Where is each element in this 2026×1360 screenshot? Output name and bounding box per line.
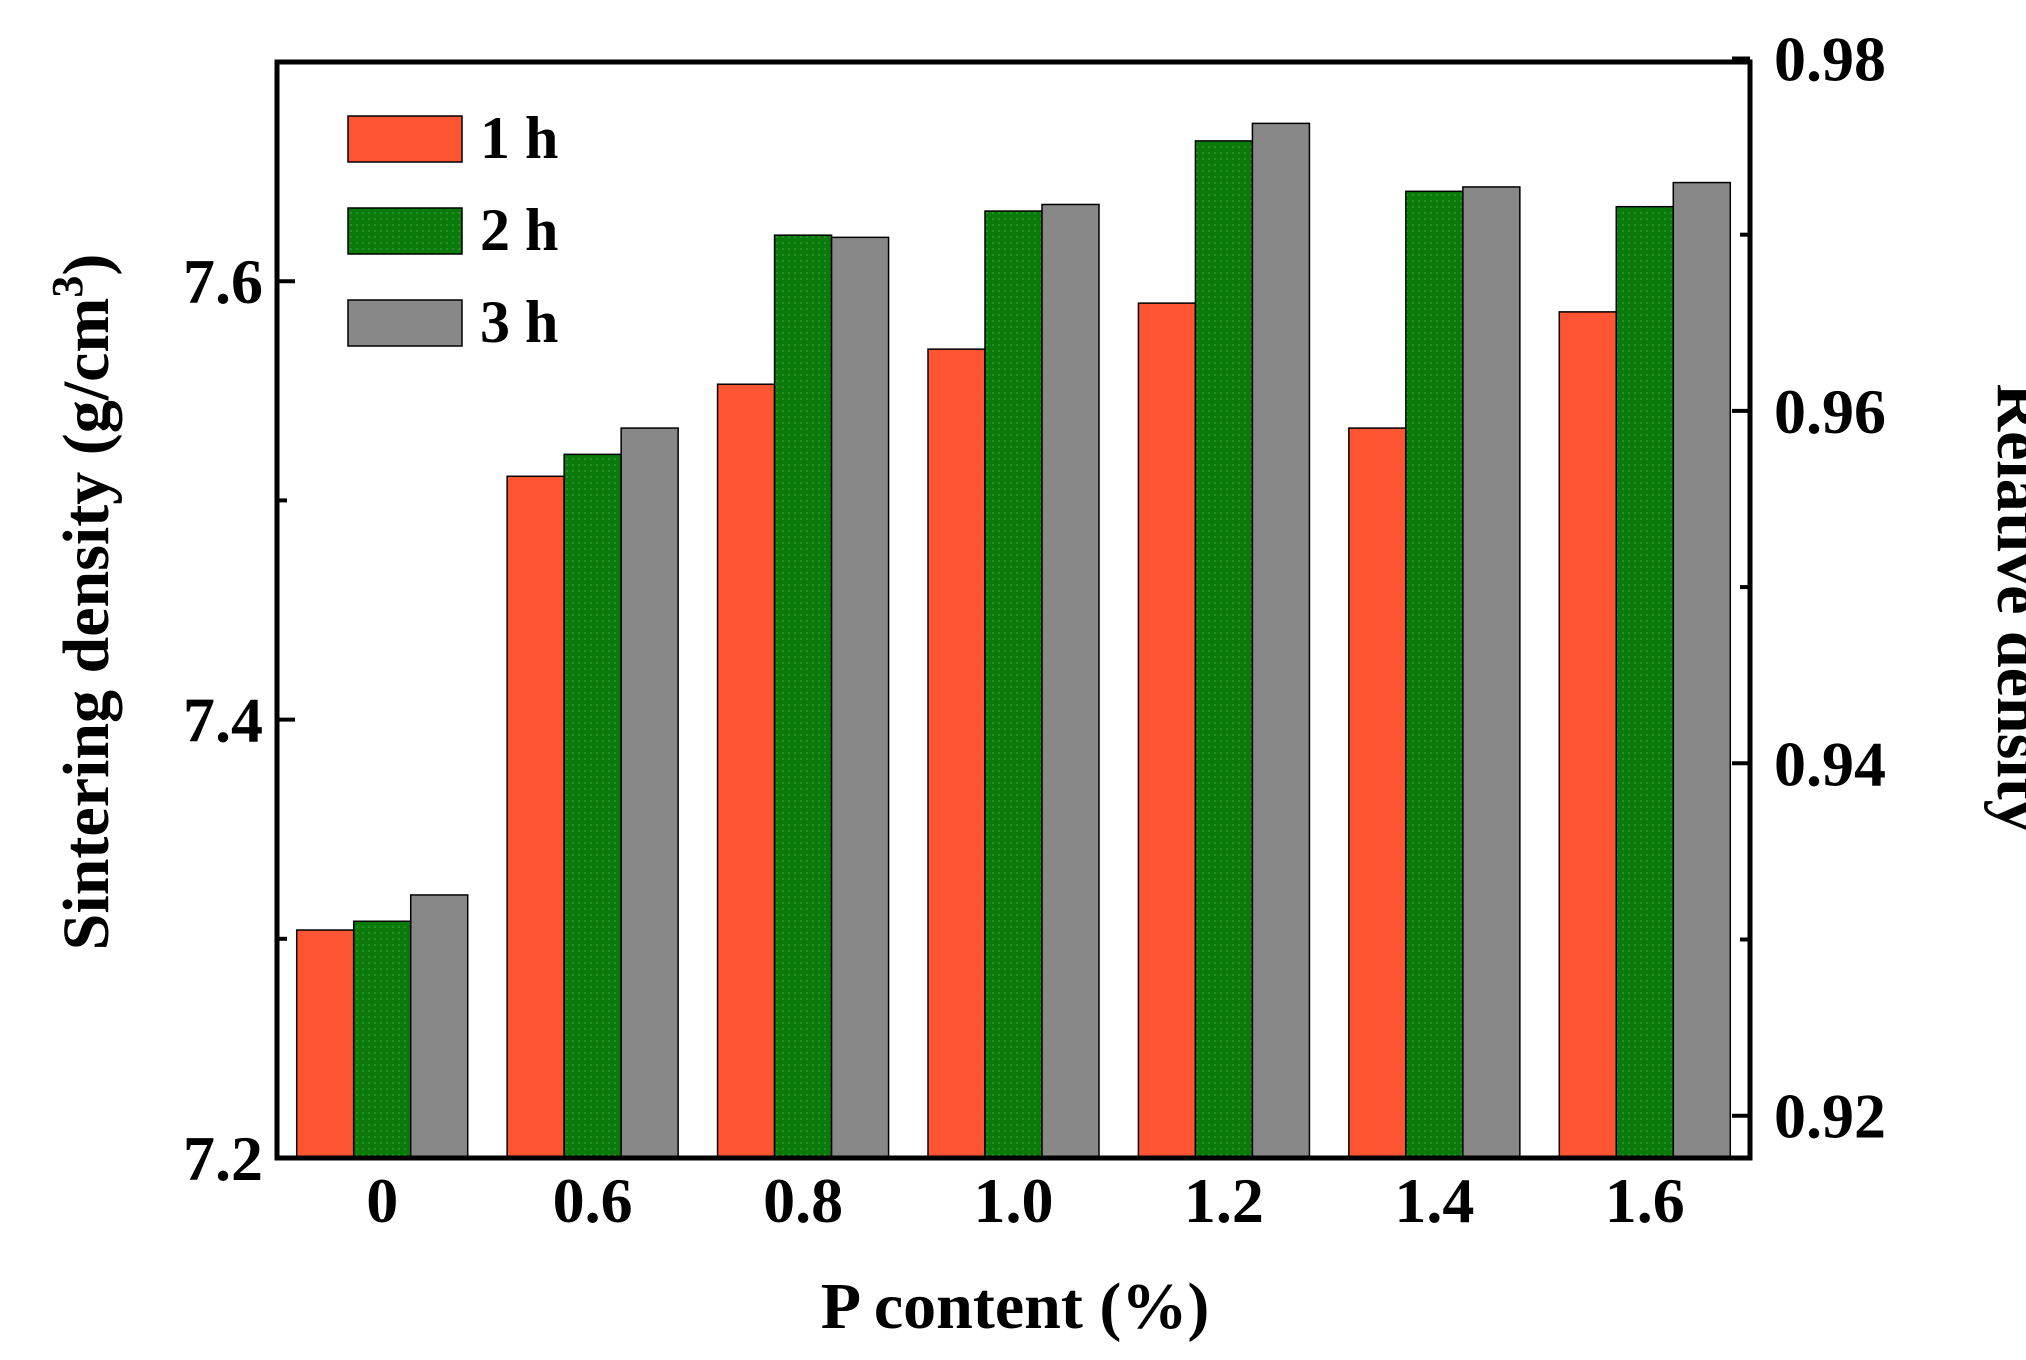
x-tick-label-0.6: 0.6 (553, 1165, 633, 1236)
y-axis-title: Sintering density (g/cm3) (43, 254, 123, 951)
bar-1h-1.4 (1348, 427, 1407, 1159)
legend-label-3h: 3 h (480, 289, 558, 355)
bar-2h-0.6 (563, 453, 622, 1159)
bar-3h-0.8 (830, 236, 890, 1159)
bar-2h-1.6 (1615, 205, 1675, 1159)
bar-2h-0.8 (773, 234, 833, 1159)
bar-1h-0 (295, 929, 355, 1159)
bar-1h-1.6 (1558, 311, 1618, 1159)
x-axis: 0 0.6 0.8 1.0 1.2 1.4 1.6 (366, 1165, 1685, 1236)
right-y-axis: 0.92 0.94 0.96 0.98 (1732, 23, 1886, 1152)
left-tick-label-7.6: 7.6 (183, 246, 263, 317)
x-tick-label-0: 0 (366, 1165, 398, 1236)
x-axis-title: P content (%) (821, 1270, 1210, 1343)
y-axis-title-close: ) (50, 254, 123, 276)
legend: 1 h 2 h 3 h (347, 105, 558, 355)
bar-3h-0.6 (620, 427, 679, 1159)
right-tick-label-0.92: 0.92 (1774, 1081, 1886, 1152)
right-tick-label-0.94: 0.94 (1774, 728, 1886, 799)
plot-frame (274, 59, 1753, 1161)
bar-3h-1.0 (1041, 203, 1100, 1159)
y-axis-title-superscript: 3 (43, 276, 92, 298)
bar-3h-1.2 (1251, 122, 1311, 1159)
y2-axis-title: Relative density (1983, 383, 2026, 832)
bar-2h-1.0 (984, 210, 1043, 1159)
x-tick-label-0.8: 0.8 (763, 1165, 843, 1236)
x-tick-label-1.2: 1.2 (1184, 1165, 1264, 1236)
bar-2h-0 (352, 920, 412, 1159)
legend-swatch-3h (347, 299, 463, 347)
bar-1h-0.8 (716, 383, 776, 1159)
bar-1h-1.0 (927, 348, 986, 1159)
left-tick-label-7.2: 7.2 (183, 1123, 263, 1194)
bar-3h-1.6 (1672, 181, 1732, 1159)
right-tick-label-0.96: 0.96 (1774, 376, 1886, 447)
x-tick-label-1.6: 1.6 (1605, 1165, 1685, 1236)
bar-1h-1.2 (1137, 302, 1197, 1159)
legend-swatch-2h (347, 207, 463, 255)
legend-swatch-1h (347, 115, 463, 163)
x-tick-label-1.0: 1.0 (974, 1165, 1054, 1236)
bar-3h-1.4 (1462, 186, 1521, 1159)
x-tick-label-1.4: 1.4 (1394, 1165, 1474, 1236)
legend-label-2h: 2 h (480, 197, 558, 263)
bar-2h-1.4 (1405, 190, 1464, 1159)
bar-3h-0 (409, 894, 469, 1159)
left-tick-label-7.4: 7.4 (183, 685, 263, 756)
right-tick-label-0.98: 0.98 (1774, 23, 1886, 94)
bar-2h-1.2 (1194, 140, 1254, 1159)
legend-label-1h: 1 h (480, 105, 558, 171)
bars-group (295, 122, 1732, 1159)
y-axis-title-main: Sintering density (g/cm (50, 298, 123, 951)
left-y-axis: 7.2 7.4 7.6 (183, 60, 295, 1194)
bar-1h-0.6 (506, 475, 565, 1159)
